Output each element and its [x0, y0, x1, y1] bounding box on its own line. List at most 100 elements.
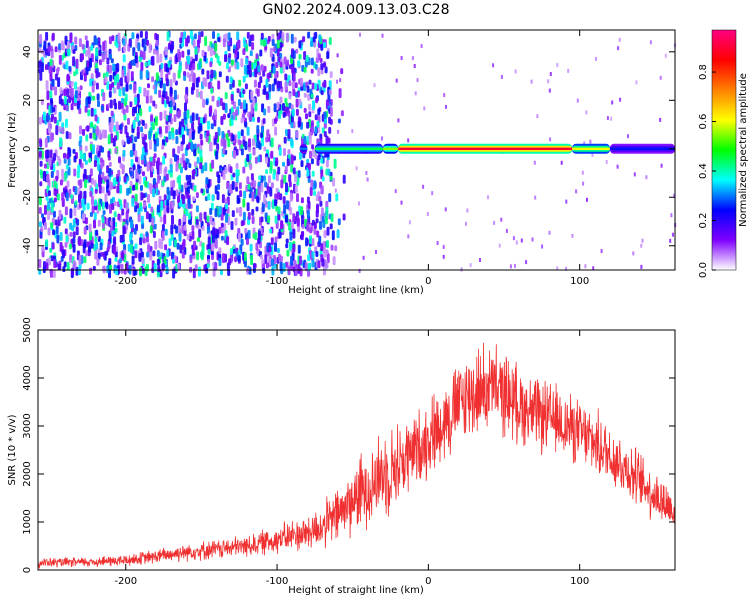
heatmap-cell	[279, 96, 283, 104]
heatmap-cell	[156, 258, 160, 266]
heatmap-cell	[294, 82, 298, 89]
heatmap-cell	[83, 226, 87, 235]
heatmap-cell	[230, 221, 234, 230]
heatmap-cell	[67, 48, 71, 56]
heatmap-cell	[230, 117, 234, 126]
heatmap-cell	[129, 244, 133, 254]
heatmap-cell	[292, 228, 296, 239]
heatmap-cell	[252, 148, 256, 156]
heatmap-cell	[212, 115, 215, 121]
heatmap-cell	[138, 252, 142, 262]
heatmap-cell	[178, 202, 182, 207]
heatmap-cell	[71, 267, 74, 276]
heatmap-cell	[266, 185, 270, 194]
heatmap-cell	[93, 160, 97, 168]
heatmap-cell	[260, 216, 264, 223]
heatmap-cell	[337, 118, 341, 124]
heatmap-cell	[109, 264, 113, 270]
heatmap-cell	[70, 194, 74, 200]
heatmap-cell	[298, 98, 302, 106]
heatmap-cell	[283, 136, 287, 144]
heatmap-cell	[297, 244, 301, 254]
heatmap-cell	[436, 241, 439, 245]
heatmap-cell	[124, 93, 128, 102]
heatmap-cell	[201, 242, 205, 249]
heatmap-cell	[264, 254, 268, 265]
heatmap-cell	[254, 232, 258, 241]
heatmap-cell	[222, 170, 226, 180]
heatmap-cell	[74, 186, 78, 196]
heatmap-cell	[244, 121, 248, 128]
heatmap-cell	[565, 266, 568, 271]
heatmap-cell	[98, 59, 102, 66]
heatmap-cell	[400, 56, 403, 60]
heatmap-cell	[72, 243, 76, 253]
colorbar: 0.0 0.2 0.4 0.6 0.8 Normalized spectral ampl…	[698, 29, 749, 278]
heatmap-cell	[38, 259, 42, 268]
heatmap-cell	[199, 212, 203, 223]
heatmap-cell	[58, 158, 62, 166]
heatmap-cell	[277, 206, 281, 215]
heatmap-cell	[223, 207, 226, 215]
heatmap-cell	[282, 196, 286, 205]
heatmap-cell	[222, 102, 226, 111]
heatmap-cell	[148, 43, 152, 54]
heatmap-cell	[560, 160, 563, 165]
heatmap-cell	[190, 141, 194, 151]
heatmap-cell	[163, 256, 167, 265]
heatmap-cell	[297, 225, 301, 233]
heatmap-cell	[72, 218, 76, 228]
heatmap-cell	[178, 51, 181, 60]
heatmap-cell	[286, 59, 289, 67]
heatmap-cell	[87, 46, 91, 56]
heatmap-cell	[314, 31, 318, 39]
heatmap-cell	[206, 130, 210, 137]
heatmap-cell	[38, 116, 42, 125]
heatmap-cell	[320, 157, 324, 164]
heatmap-cell	[408, 220, 411, 225]
heatmap-cell	[334, 245, 338, 252]
heatmap-cell	[301, 224, 305, 229]
heatmap-cell	[298, 53, 302, 60]
heatmap-cell	[88, 223, 92, 233]
heatmap-cell	[166, 186, 170, 195]
heatmap-cell	[115, 42, 119, 48]
heatmap-cell	[303, 66, 307, 73]
heatmap-cell	[222, 113, 226, 120]
heatmap-cell	[256, 196, 260, 204]
heatmap-cell	[313, 180, 317, 190]
heatmap-cell	[94, 114, 98, 122]
heatmap-cell	[123, 243, 127, 251]
heatmap-cell	[48, 257, 52, 266]
heatmap-cell	[395, 78, 398, 83]
heatmap-cell	[294, 173, 298, 183]
heatmap-cell	[355, 166, 358, 171]
heatmap-cell	[182, 216, 186, 223]
heatmap-cell	[323, 266, 326, 276]
heatmap-cell	[240, 144, 244, 150]
heatmap-cell	[156, 55, 160, 64]
heatmap-cell	[48, 157, 52, 167]
heatmap-cell	[89, 191, 93, 197]
heatmap-cell	[47, 46, 51, 52]
heatmap-cell	[284, 73, 288, 81]
heatmap-cell	[308, 163, 311, 170]
heatmap-cell	[309, 150, 312, 159]
heatmap-cell	[89, 132, 93, 139]
heatmap-cell	[84, 145, 88, 152]
heatmap-cell	[69, 231, 73, 237]
heatmap-cell	[94, 236, 98, 243]
heatmap-cell	[257, 238, 261, 245]
heatmap-cell	[188, 163, 192, 169]
heatmap-cell	[152, 250, 156, 257]
heatmap-cell	[274, 242, 277, 252]
heatmap-cell	[254, 68, 258, 78]
heatmap-cell	[201, 68, 205, 75]
heatmap-cell	[231, 210, 235, 218]
heatmap-cell	[534, 195, 537, 200]
heatmap-cell	[134, 150, 138, 158]
heatmap-cell	[47, 227, 51, 236]
heatmap-cell	[310, 68, 314, 74]
y-tick-label: 2000	[22, 461, 33, 486]
heatmap-cell	[257, 230, 261, 241]
